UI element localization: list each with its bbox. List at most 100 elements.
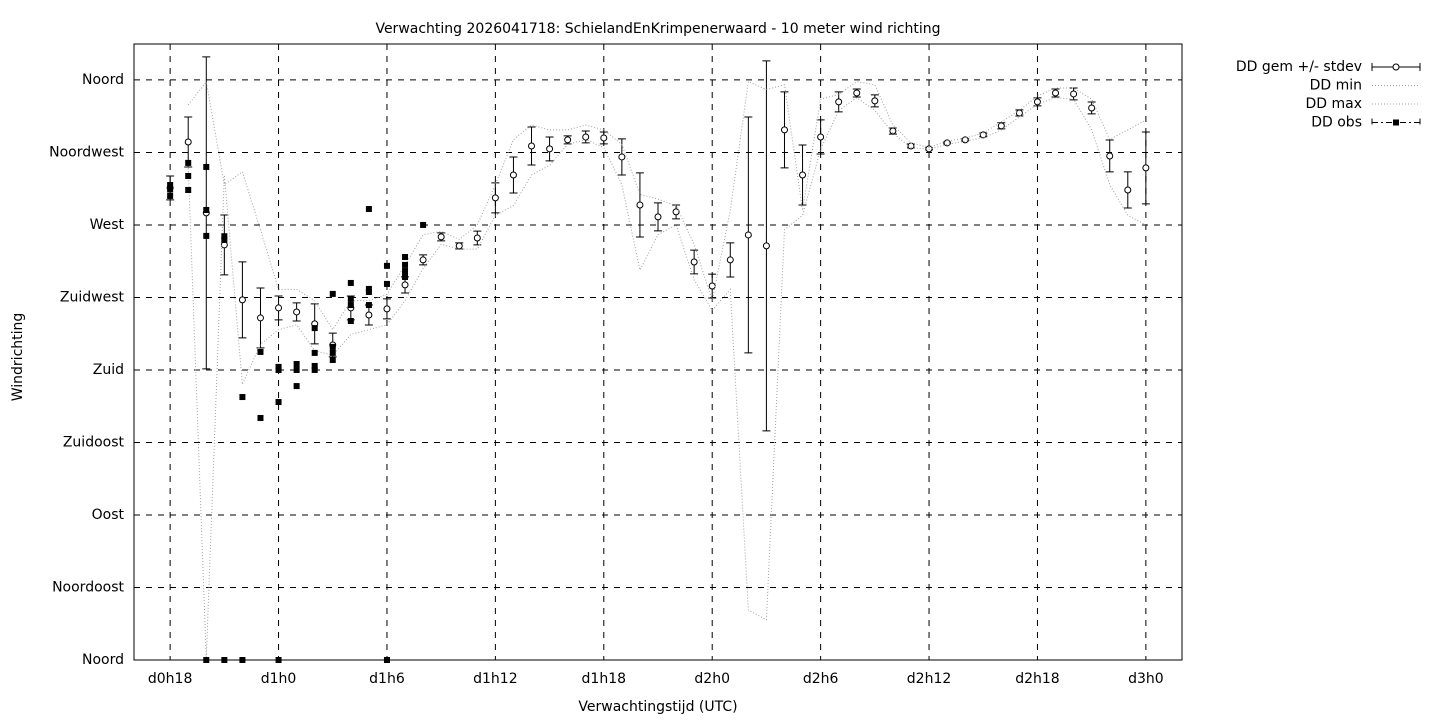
mean-point (979, 131, 987, 139)
mean-point (1106, 152, 1114, 160)
x-tick-label: d1h12 (473, 671, 517, 687)
mean-point (455, 242, 463, 250)
mean-point (437, 233, 445, 241)
obs-point (383, 262, 390, 269)
mean-point (780, 126, 788, 134)
x-tick-label: d1h18 (582, 671, 626, 687)
obs-point (347, 279, 354, 286)
obs-point (275, 399, 282, 406)
obs-point (185, 159, 192, 166)
x-tick-label: d2h18 (1015, 671, 1059, 687)
mean-point (961, 136, 969, 144)
mean-point (1052, 89, 1060, 97)
obs-point (293, 361, 300, 368)
obs-point (221, 236, 228, 243)
mean-point (1033, 98, 1041, 106)
y-tick-label: Noordoost (52, 579, 124, 595)
obs-point (167, 186, 174, 193)
obs-point (365, 205, 372, 212)
mean-point (238, 296, 246, 304)
x-axis-label: Verwachtingstijd (UTC) (578, 699, 737, 715)
obs-point (402, 261, 409, 268)
obs-point (402, 273, 409, 280)
obs-point (329, 343, 336, 350)
obs-point (293, 383, 300, 390)
mean-point (600, 134, 608, 142)
mean-point (546, 145, 554, 153)
obs-point (221, 233, 228, 240)
obs-point (203, 232, 210, 239)
obs-point (365, 285, 372, 292)
obs-point (293, 366, 300, 373)
obs-point (383, 280, 390, 287)
obs-point (347, 317, 354, 324)
obs-point (347, 302, 354, 309)
y-tick-label: Oost (92, 507, 125, 523)
obs-point (203, 206, 210, 213)
obs-point (311, 325, 318, 332)
mean-point (383, 305, 391, 313)
x-tick-label: d2h0 (694, 671, 730, 687)
y-tick-label: Zuid (93, 362, 124, 378)
mean-point (256, 314, 264, 322)
obs-point (185, 172, 192, 179)
mean-point (654, 213, 662, 221)
mean-point (726, 256, 734, 264)
y-axis-label: Windrichting (10, 313, 26, 402)
mean-point (817, 133, 825, 141)
mean-point (1124, 186, 1132, 194)
mean-point (871, 97, 879, 105)
mean-point (1142, 164, 1150, 172)
legend-label: DD max (1305, 96, 1362, 112)
obs-point (420, 221, 427, 228)
obs-point (329, 290, 336, 297)
obs-point (275, 363, 282, 370)
mean-point (365, 311, 373, 319)
x-tick-label: d0h18 (148, 671, 192, 687)
obs-point (365, 288, 372, 295)
x-tick-label: d1h6 (369, 671, 405, 687)
obs-point (311, 362, 318, 369)
mean-point (762, 242, 770, 250)
obs-point (239, 657, 246, 663)
obs-point (275, 366, 282, 373)
legend-swatch (1392, 63, 1400, 71)
mean-point (943, 139, 951, 147)
obs-point (365, 302, 372, 309)
obs-point (311, 349, 318, 356)
obs-point (257, 348, 264, 355)
y-tick-label: Zuidwest (60, 289, 125, 305)
obs-point (221, 657, 228, 663)
mean-point (853, 89, 861, 97)
mean-point (564, 136, 572, 144)
obs-point (203, 163, 210, 170)
obs-point (347, 295, 354, 302)
mean-point (672, 208, 680, 216)
mean-point (636, 201, 644, 209)
range-line (187, 80, 1147, 331)
legend-swatch (1393, 119, 1399, 126)
legend-label: DD gem +/- stdev (1236, 59, 1362, 75)
mean-point (1088, 104, 1096, 112)
obs-point (167, 181, 174, 188)
mean-point (473, 234, 481, 242)
obs-point (329, 349, 336, 356)
y-tick-label: Noordwest (49, 144, 124, 160)
x-tick-label: d3h0 (1128, 671, 1164, 687)
mean-point (744, 231, 752, 239)
mean-point (1070, 90, 1078, 98)
y-tick-label: Noord (82, 72, 124, 88)
obs-point (311, 366, 318, 373)
obs-point (257, 414, 264, 421)
mean-point (491, 194, 499, 202)
mean-point (618, 153, 626, 161)
x-tick-label: d1h0 (261, 671, 297, 687)
obs-point (167, 192, 174, 199)
mean-point (419, 256, 427, 264)
mean-point (799, 171, 807, 179)
y-tick-label: Zuidoost (63, 434, 125, 450)
plot-frame (133, 43, 1183, 661)
obs-point (239, 394, 246, 401)
range-line (187, 97, 1147, 659)
